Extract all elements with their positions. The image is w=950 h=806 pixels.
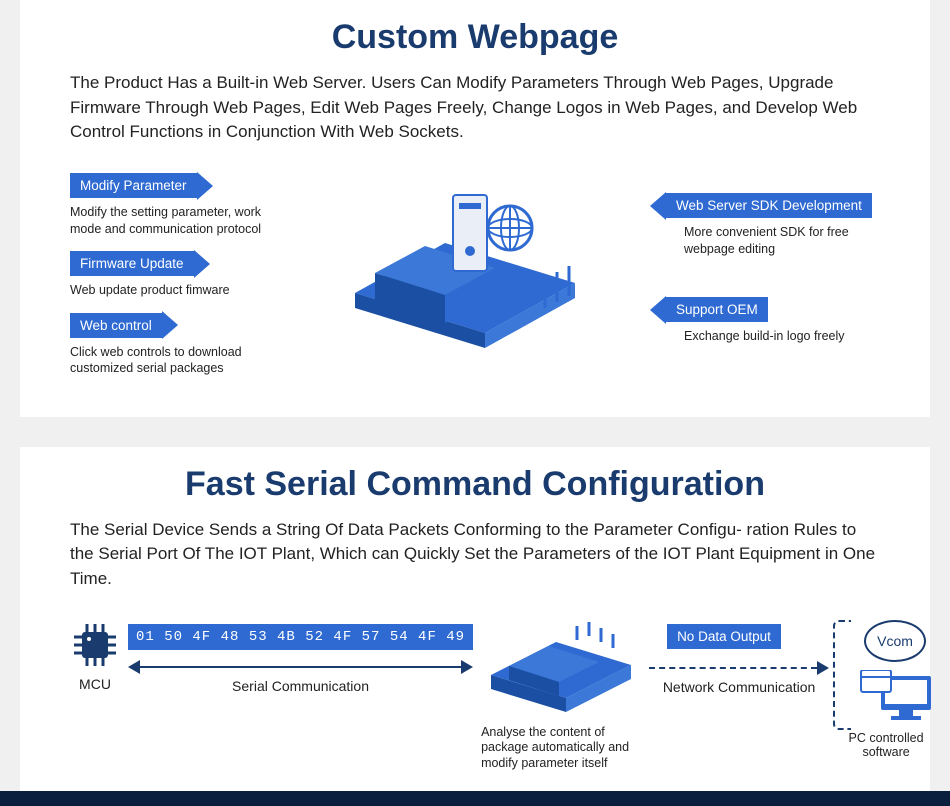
section1-title: Custom Webpage xyxy=(70,18,880,57)
feature-desc: Web update product fimware xyxy=(70,282,280,298)
feature-firmware-update: Firmware Update Web update product fimwa… xyxy=(70,251,280,299)
section2-title: Fast Serial Command Configuration xyxy=(70,465,880,504)
iot-module-icon xyxy=(481,620,641,715)
analyse-note: Analyse the content of package automatic… xyxy=(481,725,641,772)
feature-desc: Modify the setting parameter, work mode … xyxy=(70,204,280,237)
feature-modify-parameter: Modify Parameter Modify the setting para… xyxy=(70,173,280,237)
mcu-block: MCU xyxy=(70,620,120,692)
serial-arrow-icon xyxy=(128,660,473,674)
feature-tag: Web control xyxy=(70,313,162,339)
mcu-chip-icon xyxy=(70,620,120,670)
feature-web-control: Web control Click web controls to downlo… xyxy=(70,313,280,377)
network-arrow-icon xyxy=(649,661,829,675)
pc-monitor-icon xyxy=(855,670,935,725)
no-data-output-tag: No Data Output xyxy=(667,624,781,649)
section1-lead: The Product Has a Built-in Web Server. U… xyxy=(70,71,880,145)
right-features: Web Server SDK Development More convenie… xyxy=(650,173,880,345)
feature-sdk-development: Web Server SDK Development More convenie… xyxy=(650,193,880,257)
hex-packet-block: 01 50 4F 48 53 4B 52 4F 57 54 4F 49 Seri… xyxy=(128,620,473,694)
vcom-badge: Vcom xyxy=(864,620,926,662)
device-icon xyxy=(335,173,595,363)
section-custom-webpage: Custom Webpage The Product Has a Built-i… xyxy=(20,0,930,417)
serial-caption: Serial Communication xyxy=(128,678,473,694)
feature-desc: More convenient SDK for free webpage edi… xyxy=(650,224,880,257)
left-features: Modify Parameter Modify the setting para… xyxy=(70,173,280,377)
feature-tag: Support OEM xyxy=(666,297,768,323)
mcu-label: MCU xyxy=(70,676,120,692)
iot-plant-block: Analyse the content of package automatic… xyxy=(481,620,641,772)
section-fast-serial-config: Fast Serial Command Configuration The Se… xyxy=(20,447,930,792)
network-block: No Data Output Network Communication xyxy=(649,620,829,695)
section2-lead: The Serial Device Sends a String Of Data… xyxy=(70,518,880,592)
pc-software-block: Vcom PC controlled software xyxy=(837,620,935,759)
feature-tag: Firmware Update xyxy=(70,251,194,277)
hex-string: 01 50 4F 48 53 4B 52 4F 57 54 4F 49 xyxy=(128,624,473,650)
pc-software-label: PC controlled software xyxy=(837,731,935,759)
dashed-brace-icon xyxy=(833,620,851,730)
iot-device-illustration xyxy=(290,173,640,363)
feature-desc: Click web controls to download customize… xyxy=(70,344,280,377)
feature-support-oem: Support OEM Exchange build-in logo freel… xyxy=(650,297,880,345)
network-caption: Network Communication xyxy=(649,679,829,695)
feature-tag: Modify Parameter xyxy=(70,173,197,199)
feature-tag: Web Server SDK Development xyxy=(666,193,872,219)
feature-desc: Exchange build-in logo freely xyxy=(650,328,880,344)
